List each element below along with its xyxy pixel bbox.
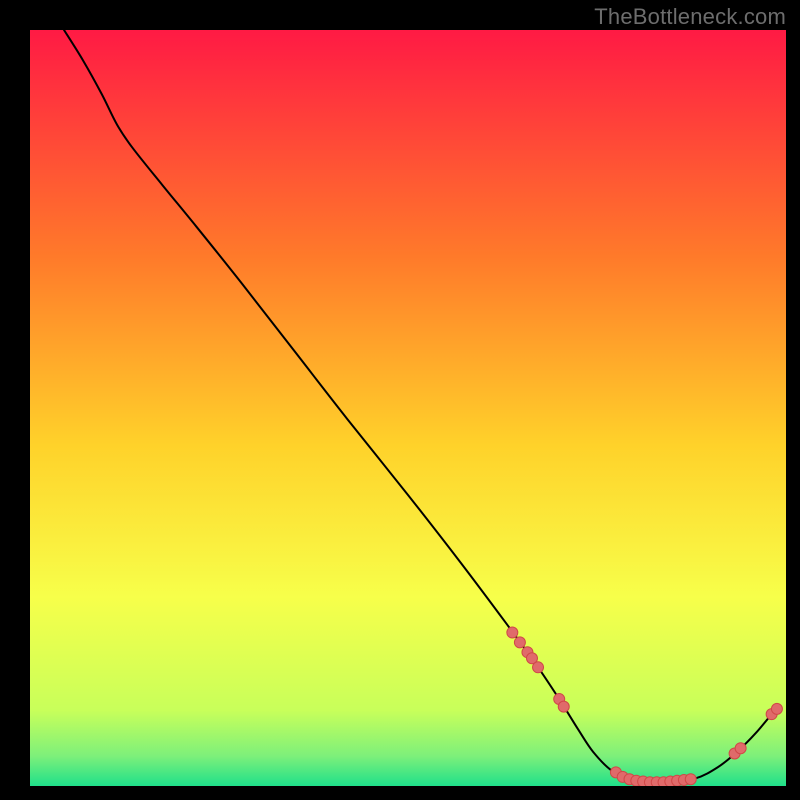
- plot-area: [30, 30, 786, 786]
- data-marker: [558, 701, 569, 712]
- data-marker: [735, 743, 746, 754]
- chart-frame: TheBottleneck.com: [0, 0, 800, 800]
- data-marker: [507, 627, 518, 638]
- data-marker: [514, 637, 525, 648]
- data-marker: [685, 774, 696, 785]
- gradient-background: [30, 30, 786, 786]
- watermark-text: TheBottleneck.com: [594, 4, 786, 30]
- data-marker: [533, 662, 544, 673]
- data-marker: [771, 703, 782, 714]
- bottleneck-curve-chart: [30, 30, 786, 786]
